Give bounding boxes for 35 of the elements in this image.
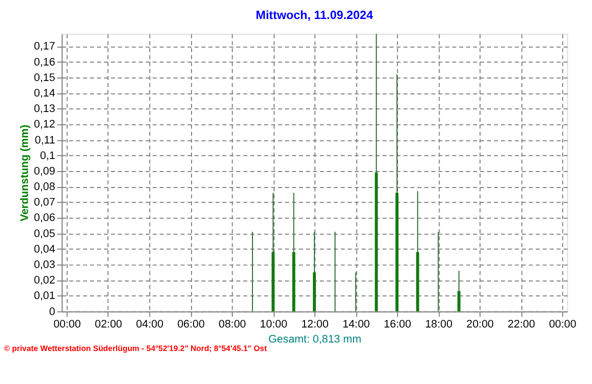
y-tick-label: 0,16	[34, 56, 56, 68]
x-tick-label: 18:00	[425, 318, 452, 331]
x-tick-label: 14:00	[342, 318, 370, 331]
chart-title: Mittwoch, 11.09.2024	[256, 8, 374, 22]
y-tick-label: 0,12	[34, 118, 56, 131]
y-tick-label: 0,05	[34, 228, 56, 240]
y-tick-label: 0,01	[34, 290, 56, 302]
x-tick-label: 00:00	[548, 318, 576, 331]
y-tick-label: 0,14	[34, 87, 56, 100]
y-tick-label: 0,17	[34, 40, 56, 53]
y-tick-label: 0,1	[40, 150, 56, 162]
y-tick-label: 0,04	[34, 243, 56, 256]
y-tick-label: 0,08	[34, 181, 56, 194]
y-tick-label: 0	[49, 306, 56, 318]
x-tick-label: 10:00	[260, 318, 288, 331]
x-axis-title: Gesamt: 0,813 mm	[268, 334, 362, 346]
y-tick-label: 0,11	[34, 134, 56, 146]
x-tick-label: 12:00	[301, 318, 329, 331]
x-tick-label: 06:00	[177, 318, 205, 331]
y-tick-label: 0,13	[34, 103, 56, 116]
x-tick-label: 20:00	[466, 318, 494, 331]
y-tick-label: 0,09	[34, 165, 56, 178]
x-tick-label: 16:00	[384, 318, 412, 331]
x-tick-label: 02:00	[94, 318, 122, 331]
y-axis-title: Verdunstung (mm)	[18, 124, 31, 222]
y-tick-label: 0,15	[34, 72, 56, 84]
y-tick-label: 0,02	[34, 274, 56, 287]
y-tick-label: 0,07	[34, 196, 56, 209]
x-tick-label: 00:00	[53, 318, 81, 331]
y-tick-label: 0,03	[34, 259, 56, 272]
x-tick-label: 22:00	[508, 318, 536, 331]
x-tick-label: 08:00	[218, 318, 246, 331]
y-tick-label: 0,06	[34, 212, 56, 224]
x-tick-label: 04:00	[136, 318, 164, 331]
text: © private Wetterstation Süderlügum - 54°52'19.2" Nord; 8°54'45.1" Ost	[4, 344, 268, 354]
